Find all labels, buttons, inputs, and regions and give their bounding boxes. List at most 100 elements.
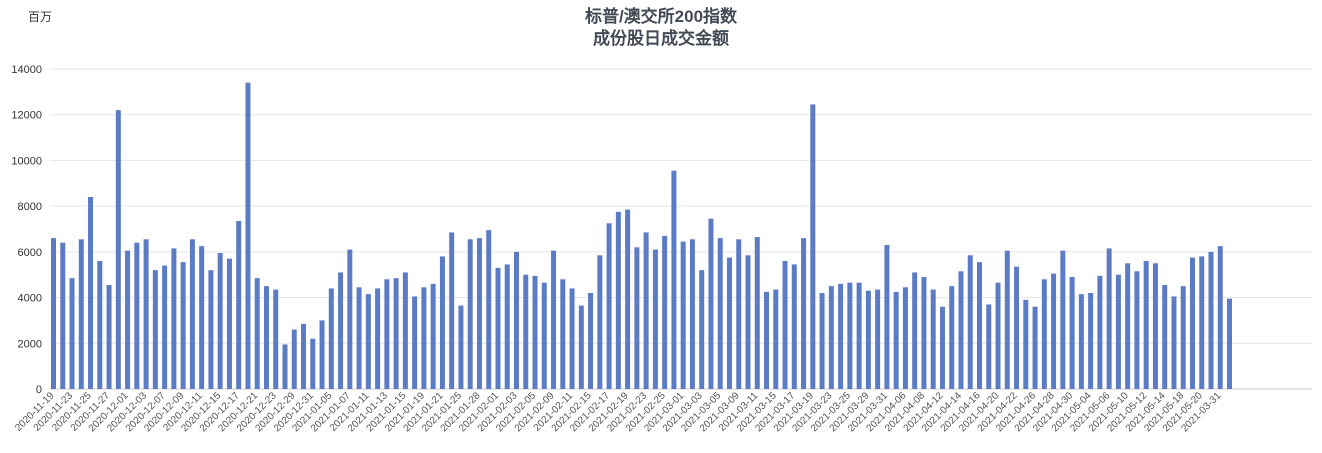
- bar: [1060, 250, 1066, 389]
- bar: [486, 230, 492, 389]
- bar: [819, 293, 825, 389]
- bar: [977, 262, 982, 389]
- bar: [902, 287, 908, 389]
- bar: [51, 238, 56, 389]
- bar: [597, 255, 603, 389]
- bar: [189, 239, 195, 389]
- bar: [263, 286, 269, 389]
- y-tick-label: 8000: [18, 201, 42, 213]
- bar: [1152, 263, 1158, 389]
- bar: [1227, 298, 1233, 389]
- bar: [634, 247, 640, 389]
- bar: [958, 271, 964, 389]
- bar: [569, 288, 575, 389]
- bar: [523, 274, 529, 389]
- bar: [541, 282, 547, 389]
- bar: [1189, 257, 1195, 389]
- bar: [171, 248, 177, 389]
- bar: [652, 249, 658, 389]
- bar: [1088, 293, 1094, 389]
- bar: [1069, 277, 1075, 389]
- bar: [458, 305, 464, 389]
- bar: [356, 287, 362, 389]
- y-axis: 0 2000 4000 6000 8000 10000 12000 14000: [11, 64, 42, 396]
- bar: [921, 277, 927, 389]
- bar: [125, 250, 131, 389]
- bar: [1014, 266, 1020, 389]
- bar: [615, 211, 621, 389]
- bar: [708, 218, 714, 389]
- bar: [662, 235, 668, 389]
- bar: [699, 270, 705, 389]
- bar: [764, 291, 770, 389]
- bar: [115, 110, 121, 389]
- bar: [773, 289, 779, 389]
- bar: [1078, 294, 1084, 389]
- bar: [291, 329, 297, 389]
- bar: [504, 264, 510, 389]
- y-tick-label: 0: [36, 384, 42, 396]
- bar: [152, 270, 158, 389]
- bar: [838, 283, 844, 389]
- bar: [347, 249, 353, 389]
- bar: [1199, 256, 1205, 389]
- bar: [421, 287, 427, 389]
- bar: [1097, 275, 1103, 389]
- bar: [476, 238, 482, 389]
- bar: [467, 239, 473, 389]
- bar: [1106, 248, 1112, 389]
- bar: [995, 282, 1001, 389]
- bar: [180, 262, 186, 389]
- chart-title: 标普/澳交所200指数 成份股日成交金额: [0, 6, 1322, 50]
- bar: [1041, 279, 1047, 389]
- bar: [236, 221, 242, 389]
- y-tick-label: 14000: [11, 64, 42, 76]
- bar: [301, 323, 307, 389]
- bar: [1162, 285, 1168, 389]
- bar: [865, 290, 871, 389]
- bar: [884, 245, 890, 389]
- bar: [338, 272, 344, 389]
- bar: [245, 82, 251, 390]
- bar: [643, 232, 649, 389]
- bar: [986, 304, 992, 389]
- bar: [1171, 296, 1177, 389]
- bar: [1134, 271, 1140, 389]
- bar: [143, 239, 149, 389]
- bar: [393, 278, 399, 389]
- bar: [1217, 246, 1223, 389]
- bar: [532, 275, 538, 389]
- bar: [689, 239, 695, 389]
- bar: [671, 170, 677, 389]
- bar: [588, 293, 594, 389]
- bar: [726, 257, 732, 389]
- y-tick-label: 2000: [18, 338, 42, 350]
- chart-title-line-1: 标普/澳交所200指数: [584, 7, 738, 26]
- bar: [1115, 274, 1121, 389]
- bar: [736, 239, 742, 389]
- bar: [514, 251, 519, 389]
- bar: [217, 253, 223, 389]
- bar: [680, 241, 686, 389]
- bar: [578, 305, 584, 389]
- bar: [717, 238, 723, 389]
- bar: [226, 258, 232, 389]
- bar: [967, 255, 973, 389]
- bar: [162, 265, 168, 389]
- bar: [551, 250, 557, 389]
- bar: [930, 289, 936, 389]
- y-tick-label: 12000: [11, 110, 42, 122]
- bar: [310, 338, 316, 389]
- bar: [78, 239, 84, 389]
- bar: [134, 242, 140, 389]
- bar: [1051, 273, 1057, 389]
- bar: [375, 288, 381, 389]
- bar: [412, 296, 418, 389]
- y-tick-label: 4000: [18, 293, 42, 305]
- bar: [402, 272, 408, 389]
- bar: [88, 197, 94, 389]
- bar: [801, 238, 807, 389]
- bar: [1023, 299, 1029, 389]
- y-tick-label: 6000: [18, 247, 42, 259]
- bar: [282, 344, 288, 389]
